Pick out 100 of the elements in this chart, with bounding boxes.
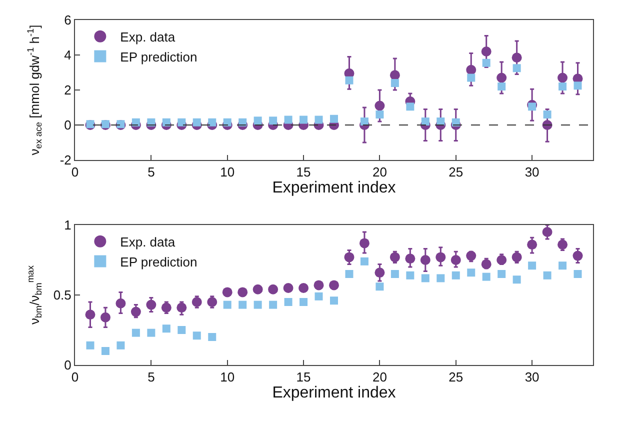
y-tick-label: 1 [64, 218, 72, 233]
point [558, 240, 568, 250]
point [238, 300, 247, 309]
point [176, 302, 187, 313]
point [269, 300, 278, 309]
point [161, 302, 172, 313]
point [406, 271, 414, 280]
point [512, 276, 521, 284]
point [298, 283, 309, 293]
point [178, 118, 186, 126]
point [130, 306, 141, 317]
point [85, 310, 96, 320]
point [345, 270, 354, 278]
point [496, 255, 507, 265]
point [116, 298, 126, 308]
point [452, 271, 460, 280]
point [283, 283, 294, 293]
point [421, 274, 430, 282]
point [330, 296, 338, 305]
point [192, 332, 201, 340]
point [421, 118, 430, 126]
point [481, 259, 492, 270]
point [466, 64, 476, 75]
x-axis-title: Experiment index [272, 180, 396, 197]
y-tick-label: 0.5 [53, 288, 72, 303]
legend-label: EP prediction [120, 254, 198, 270]
point [450, 255, 461, 265]
y-tick-label: 4 [64, 48, 72, 63]
point [344, 252, 354, 262]
point [481, 46, 492, 56]
point [208, 333, 216, 341]
point [100, 312, 110, 322]
point [482, 272, 490, 281]
point [436, 252, 446, 262]
point [314, 292, 323, 300]
legend-label: Exp. data [120, 234, 176, 250]
point [360, 257, 368, 266]
point [345, 76, 354, 84]
point [528, 102, 536, 111]
x-tick-label: 5 [148, 164, 155, 180]
point [496, 72, 507, 83]
point [390, 79, 399, 87]
y-tick-label: 0 [64, 358, 72, 373]
point [558, 72, 568, 83]
point [254, 300, 262, 309]
point [132, 118, 140, 126]
point [269, 116, 278, 125]
point [574, 270, 582, 278]
point [558, 262, 567, 270]
point [222, 287, 232, 298]
point [512, 64, 521, 72]
point [284, 298, 292, 306]
point [390, 252, 400, 262]
x-tick-label: 15 [296, 164, 311, 180]
x-tick-label: 10 [220, 164, 235, 180]
point [329, 280, 339, 290]
y-tick-label: 6 [64, 12, 72, 28]
point [498, 82, 506, 90]
point [467, 268, 476, 277]
point [376, 282, 384, 291]
point [574, 82, 582, 90]
point [300, 298, 308, 306]
x-tick-label: 15 [296, 370, 311, 385]
point [420, 255, 430, 265]
point [146, 300, 156, 310]
point [390, 270, 399, 278]
point [223, 118, 232, 126]
point [512, 252, 522, 262]
point [405, 254, 416, 264]
point [467, 74, 476, 82]
point [390, 70, 400, 80]
point [374, 268, 385, 278]
point [192, 297, 202, 307]
point [528, 262, 536, 270]
point [116, 341, 125, 350]
point [223, 300, 232, 309]
point [238, 287, 248, 298]
point [162, 324, 170, 333]
point [330, 114, 338, 123]
point [482, 58, 490, 67]
point [101, 347, 110, 355]
point [572, 250, 583, 261]
point [359, 238, 370, 248]
point [284, 116, 292, 124]
x-axis-title: Experiment index [272, 384, 396, 402]
x-tick-label: 25 [448, 164, 464, 180]
point [208, 118, 216, 126]
x-tick-label: 5 [148, 370, 155, 385]
point [374, 100, 385, 111]
point [162, 118, 170, 126]
x-tick-label: 30 [524, 370, 540, 385]
point [252, 284, 263, 294]
point [147, 328, 156, 337]
point [498, 270, 506, 278]
point [406, 102, 414, 111]
point [132, 328, 140, 337]
y-tick-label: 0 [64, 118, 72, 133]
point [178, 326, 186, 334]
point [314, 116, 323, 124]
x-tick-label: 25 [448, 370, 464, 385]
